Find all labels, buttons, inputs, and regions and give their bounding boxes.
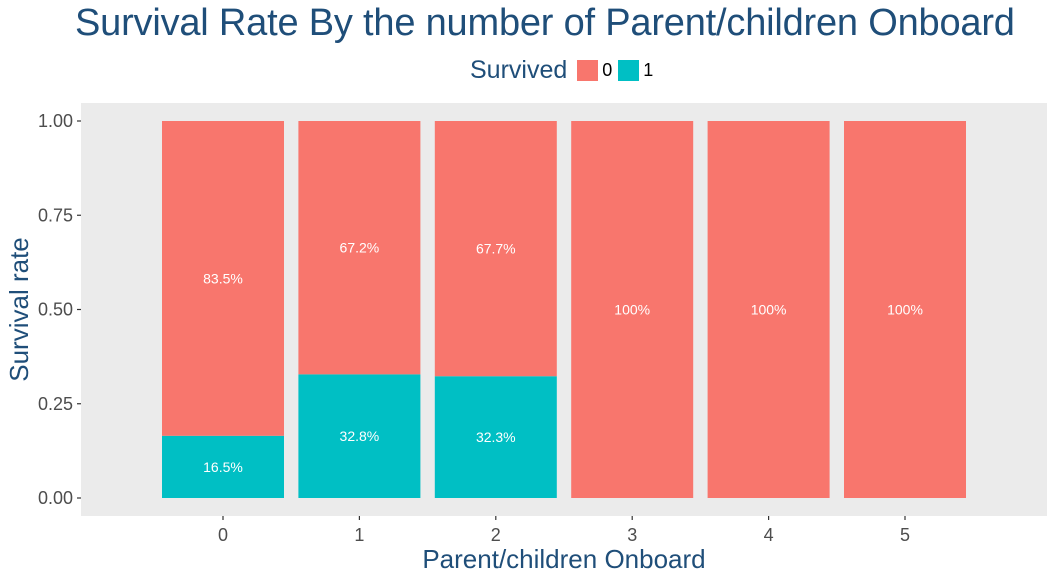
x-tick-label: 2 xyxy=(491,525,501,545)
x-tick-label: 5 xyxy=(900,525,910,545)
x-axis-label: Parent/children Onboard xyxy=(422,544,705,574)
bar-0-series1 xyxy=(162,435,284,498)
bar-1-series0 xyxy=(298,121,421,375)
y-tick-label: 0.50 xyxy=(38,300,73,320)
y-tick-label: 0.25 xyxy=(38,394,73,414)
data-label-5-series0: 100% xyxy=(887,302,923,318)
y-tick-label: 0.00 xyxy=(38,488,73,508)
bar-4-series0 xyxy=(707,121,830,498)
data-label-3-series0: 100% xyxy=(614,302,650,318)
data-label-2-series1: 32.3% xyxy=(476,429,516,445)
x-tick-label: 0 xyxy=(218,525,228,545)
x-tick-label: 4 xyxy=(764,525,774,545)
x-tick-label: 3 xyxy=(627,525,637,545)
chart-title: Survival Rate By the number of Parent/ch… xyxy=(75,2,1015,44)
bar-0-series0 xyxy=(162,121,284,436)
data-label-0-series0: 83.5% xyxy=(203,270,243,286)
legend-label-series1: 1 xyxy=(643,59,654,80)
x-axis: 0 1 2 3 4 5 xyxy=(218,516,910,545)
bar-3-series0 xyxy=(571,121,694,498)
y-tick-label: 1.00 xyxy=(38,111,73,131)
data-label-2-series0: 67.7% xyxy=(476,241,516,257)
y-axis-label: Survival rate xyxy=(4,237,34,382)
data-label-4-series0: 100% xyxy=(751,302,787,318)
y-axis: 0.00 0.25 0.50 0.75 1.00 xyxy=(38,111,81,508)
data-label-0-series1: 16.5% xyxy=(203,459,243,475)
legend-key-series1 xyxy=(618,59,640,81)
legend: Survived 0 1 xyxy=(470,55,655,85)
bar-5-series0 xyxy=(844,121,966,498)
data-label-1-series1: 32.8% xyxy=(340,428,380,444)
bar-2-series1 xyxy=(434,376,557,498)
legend-label-series0: 0 xyxy=(602,59,613,80)
y-tick-label: 0.75 xyxy=(38,205,73,225)
bar-2-series0 xyxy=(434,121,557,377)
legend-title: Survived xyxy=(470,55,568,84)
data-label-1-series0: 67.2% xyxy=(340,240,380,256)
bar-1-series1 xyxy=(298,374,421,498)
x-tick-label: 1 xyxy=(354,525,364,545)
legend-key-series0 xyxy=(577,59,599,81)
bars-group: 83.5% 16.5% 67.2% 32.8% 67.7% 32.3% 100% 100% 10… xyxy=(162,121,966,498)
